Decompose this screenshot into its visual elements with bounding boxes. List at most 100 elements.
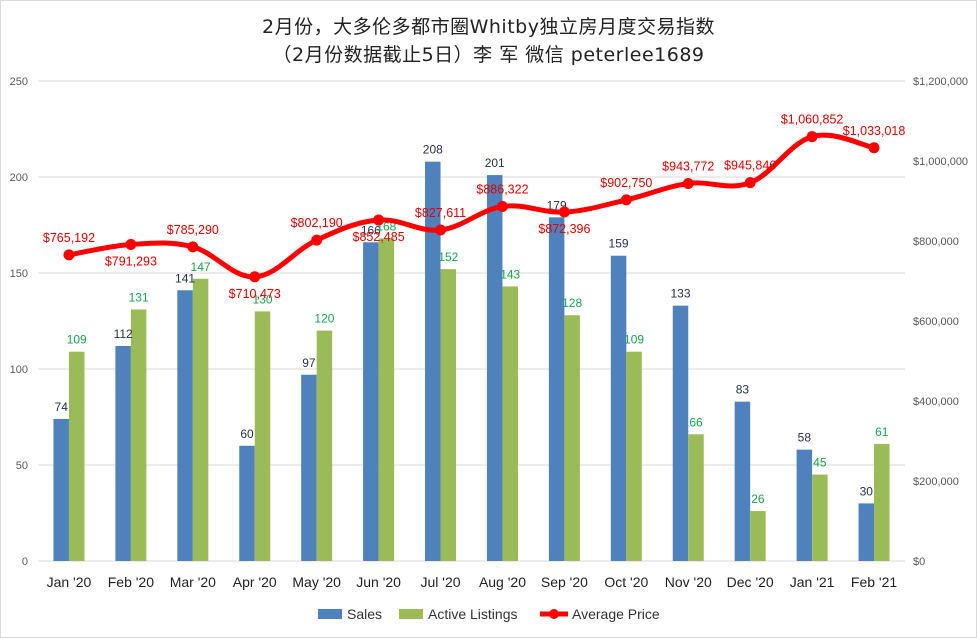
x-axis-tick-label: Jan '21 bbox=[790, 574, 835, 590]
active-listings-data-label: 109 bbox=[67, 333, 87, 347]
sales-bar bbox=[796, 449, 813, 561]
average-price-data-label: $827,611 bbox=[415, 206, 466, 220]
active-listings-data-label: 131 bbox=[129, 290, 149, 304]
sales-data-label: 141 bbox=[175, 271, 195, 285]
y-right-tick-label: $1,000,000 bbox=[913, 156, 968, 168]
y-left-tick-label: 150 bbox=[10, 268, 28, 280]
active-listings-data-label: 61 bbox=[875, 425, 889, 439]
average-price-point bbox=[435, 224, 447, 236]
average-price-data-label: $710,473 bbox=[229, 287, 281, 301]
average-price-data-label: $1,033,018 bbox=[843, 124, 906, 138]
average-price-data-label: $872,396 bbox=[538, 222, 590, 236]
active-listings-bar bbox=[316, 330, 333, 561]
active-listings-bar bbox=[68, 351, 85, 561]
legend-active-listings-label: Active Listings bbox=[428, 606, 517, 622]
active-listings-data-label: 143 bbox=[500, 267, 520, 281]
sales-data-label: 112 bbox=[114, 327, 133, 341]
y-left-tick-label: 0 bbox=[22, 556, 28, 568]
average-price-point bbox=[311, 234, 323, 246]
average-price-point bbox=[682, 177, 694, 189]
x-axis-tick-label: Mar '20 bbox=[170, 574, 216, 590]
average-price-point bbox=[620, 194, 632, 206]
sales-data-label: 60 bbox=[240, 427, 254, 441]
active-listings-data-label: 109 bbox=[624, 333, 644, 347]
x-axis-tick-label: Jun '20 bbox=[356, 574, 401, 590]
active-listings-data-label: 120 bbox=[314, 312, 334, 326]
sales-data-label: 201 bbox=[485, 156, 505, 170]
x-axis-tick-label: Jul '20 bbox=[421, 574, 461, 590]
chart-subtitle: （2月份数据截止5日）李 军 微信 peterlee1689 bbox=[272, 44, 705, 66]
sales-data-label: 30 bbox=[860, 484, 874, 498]
average-price-point bbox=[496, 200, 508, 212]
average-price-point bbox=[558, 206, 570, 218]
average-price-data-label: $886,322 bbox=[476, 182, 528, 196]
active-listings-data-label: 66 bbox=[689, 415, 703, 429]
average-price-point bbox=[63, 249, 75, 261]
y-left-tick-label: 250 bbox=[10, 76, 28, 88]
active-listings-data-label: 26 bbox=[751, 492, 765, 506]
active-listings-data-label: 128 bbox=[562, 296, 582, 310]
legend-average-price-label: Average Price bbox=[572, 606, 660, 622]
y-right-tick-label: $600,000 bbox=[913, 316, 959, 328]
active-listings-data-label: 130 bbox=[252, 292, 272, 306]
x-axis-tick-label: May '20 bbox=[292, 574, 341, 590]
sales-data-label: 159 bbox=[609, 237, 629, 251]
average-price-point bbox=[187, 241, 199, 253]
x-axis-tick-label: Feb '20 bbox=[108, 574, 154, 590]
average-price-point bbox=[373, 214, 385, 226]
sales-bar bbox=[177, 290, 193, 561]
chart-title: 2月份，大多伦多都市圈Whitby独立房月度交易指数 bbox=[262, 16, 715, 38]
y-left-tick-label: 50 bbox=[16, 460, 28, 472]
active-listings-bar bbox=[440, 269, 457, 561]
legend-active-listings-swatch bbox=[399, 609, 423, 619]
x-axis-tick-label: Dec '20 bbox=[727, 574, 774, 590]
sales-bar bbox=[548, 217, 565, 561]
sales-data-label: 166 bbox=[361, 223, 381, 237]
y-right-tick-label: $1,200,000 bbox=[913, 76, 968, 88]
sales-bar bbox=[858, 503, 875, 561]
active-listings-bar bbox=[564, 315, 580, 561]
average-price-data-label: $802,190 bbox=[291, 216, 343, 230]
sales-bar bbox=[301, 374, 317, 561]
sales-bar bbox=[672, 305, 689, 561]
sales-data-label: 208 bbox=[423, 143, 443, 157]
sales-bar bbox=[734, 401, 751, 561]
active-listings-bar bbox=[130, 309, 147, 561]
x-axis-tick-label: Nov '20 bbox=[665, 574, 712, 590]
average-price-point bbox=[806, 131, 818, 143]
average-price-data-label: $1,060,852 bbox=[781, 113, 844, 127]
active-listings-data-label: 45 bbox=[813, 456, 827, 470]
active-listings-data-label: 147 bbox=[191, 260, 211, 274]
sales-bar bbox=[53, 418, 69, 561]
x-axis-tick-label: Oct '20 bbox=[604, 574, 648, 590]
sales-data-label: 97 bbox=[302, 356, 316, 370]
average-price-point bbox=[125, 238, 137, 250]
y-right-tick-label: $400,000 bbox=[913, 396, 959, 408]
sales-bar bbox=[363, 242, 379, 561]
y-right-tick-label: $0 bbox=[913, 556, 925, 568]
active-listings-bar bbox=[502, 286, 518, 561]
average-price-point bbox=[249, 271, 261, 283]
sales-data-label: 74 bbox=[55, 400, 69, 414]
average-price-data-label: $791,293 bbox=[105, 254, 157, 268]
sales-bar bbox=[610, 255, 627, 561]
active-listings-bar bbox=[192, 278, 209, 561]
sales-data-label: 83 bbox=[736, 383, 750, 397]
x-axis-tick-label: Feb '21 bbox=[851, 574, 897, 590]
active-listings-bar bbox=[874, 443, 890, 561]
sales-bar bbox=[425, 161, 441, 561]
average-price-data-label: $902,750 bbox=[600, 176, 652, 190]
average-price-point bbox=[744, 177, 756, 189]
sales-data-label: 133 bbox=[670, 287, 690, 301]
active-listings-bar bbox=[688, 434, 704, 561]
active-listings-bar bbox=[378, 238, 395, 561]
legend-sales-label: Sales bbox=[347, 606, 382, 622]
active-listings-data-label: 152 bbox=[438, 250, 458, 264]
sales-data-label: 58 bbox=[798, 431, 812, 445]
active-listings-bar bbox=[254, 311, 271, 561]
average-price-data-label: $852,485 bbox=[353, 230, 405, 244]
average-price-point bbox=[868, 142, 880, 154]
legend-average-price-marker bbox=[549, 609, 559, 619]
average-price-data-label: $943,772 bbox=[662, 159, 714, 173]
average-price-data-label: $765,192 bbox=[43, 231, 95, 245]
